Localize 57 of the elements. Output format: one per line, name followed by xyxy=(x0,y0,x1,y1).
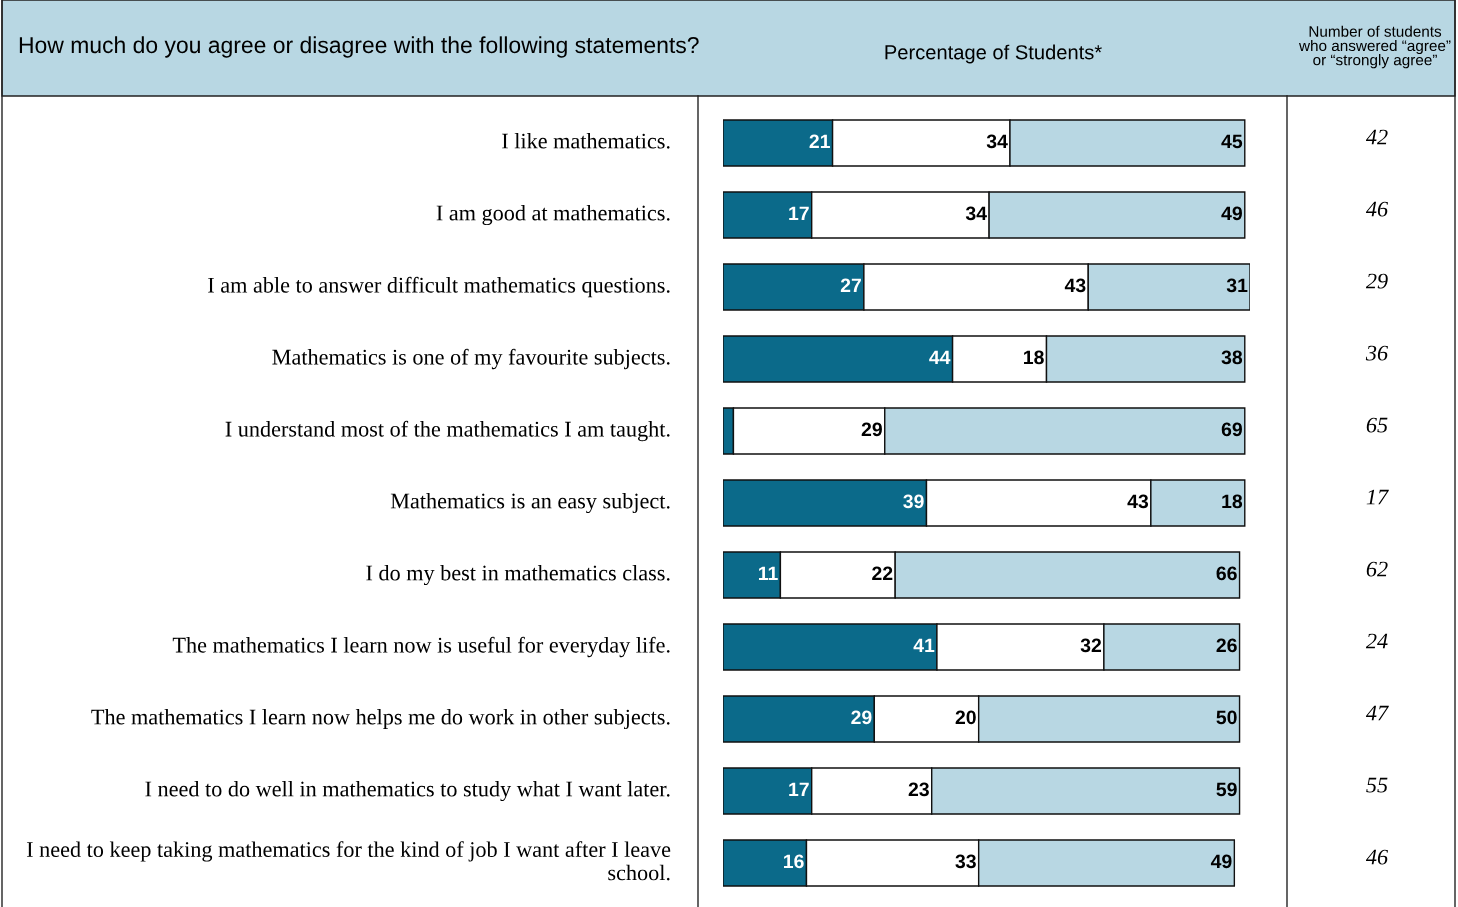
data-label: 41 xyxy=(913,638,935,653)
data-label: 17 xyxy=(789,782,809,797)
data-label: 18 xyxy=(1024,350,1044,365)
y-tick-label: The mathematics I learn now is useful for everyday life. xyxy=(172,636,670,658)
data-label: 43 xyxy=(1064,278,1086,293)
text: 55 xyxy=(1366,777,1388,793)
y-tick-label: I need to keep taking mathematics for the kind of job I want after I leave school. xyxy=(26,841,671,881)
y-tick-label: The mathematics I learn now helps me do work in other subjects. xyxy=(91,708,670,730)
text: 36 xyxy=(1365,345,1388,361)
y-tick-label: Mathematics is one of my favourite subjects. xyxy=(272,348,670,370)
data-label: 44 xyxy=(929,350,951,365)
data-label: 49 xyxy=(1221,206,1242,221)
data-label: 23 xyxy=(908,782,929,797)
data-label: 43 xyxy=(1127,494,1149,509)
data-label: 11 xyxy=(758,566,778,581)
data-label: 29 xyxy=(851,710,872,725)
data-label: 38 xyxy=(1221,350,1243,365)
text: 47 xyxy=(1365,705,1389,721)
y-tick-label: I understand most of the mathematics I am taught. xyxy=(225,420,670,442)
text: 17 xyxy=(1366,489,1389,505)
text: 65 xyxy=(1366,417,1388,433)
text: How much do you agree or disagree with the following statements? xyxy=(19,36,699,58)
data-label: 69 xyxy=(1221,422,1242,437)
data-label: 39 xyxy=(903,494,924,509)
data-label: 27 xyxy=(840,278,861,293)
x-axis-title: Percentage of Students* xyxy=(885,44,1102,64)
data-label: 33 xyxy=(955,854,976,869)
data-label: 32 xyxy=(1080,638,1102,653)
text: 42 xyxy=(1365,129,1388,145)
text: 62 xyxy=(1366,561,1388,577)
data-label: 29 xyxy=(861,422,882,437)
data-label: 17 xyxy=(789,206,809,221)
text: 46 xyxy=(1365,201,1388,217)
y-tick-label: I am good at mathematics. xyxy=(436,204,670,226)
data-label: 26 xyxy=(1216,638,1237,653)
data-label: 21 xyxy=(809,134,830,149)
data-label: 50 xyxy=(1216,710,1237,725)
y-tick-label: I do my best in mathematics class. xyxy=(366,564,670,586)
data-label: 18 xyxy=(1222,494,1243,509)
y-tick-label: I like mathematics. xyxy=(502,132,670,149)
data-label: 34 xyxy=(986,134,1008,149)
y-tick-label: I am able to answer difficult mathematics questions. xyxy=(208,276,670,298)
data-label: 20 xyxy=(955,710,976,725)
data-label: 66 xyxy=(1216,566,1237,581)
data-label: 34 xyxy=(965,206,987,221)
text: 24 xyxy=(1365,633,1388,649)
text: Number of students who answered “agree” or “strongly agree” xyxy=(1298,25,1451,69)
y-tick-label: Mathematics is an easy subject. xyxy=(390,492,670,514)
data-label: 16 xyxy=(784,854,804,869)
data-label: 49 xyxy=(1210,854,1232,869)
data-label: 59 xyxy=(1216,782,1237,797)
text: 29 xyxy=(1365,273,1388,289)
data-label: 22 xyxy=(872,566,893,581)
y-tick-label: I need to do well in mathematics to study what I want later. xyxy=(145,780,670,802)
data-label: 45 xyxy=(1221,134,1243,149)
data-label: 31 xyxy=(1226,278,1248,293)
text: 46 xyxy=(1365,849,1388,865)
